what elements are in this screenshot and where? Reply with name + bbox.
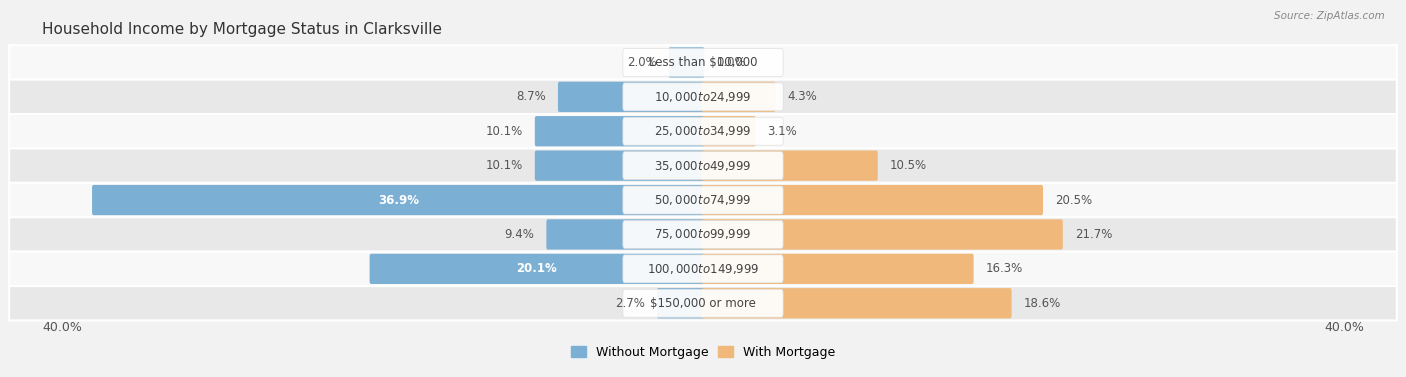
Text: 3.1%: 3.1% <box>768 125 797 138</box>
FancyBboxPatch shape <box>623 255 783 283</box>
FancyBboxPatch shape <box>10 149 1396 183</box>
Text: 10.1%: 10.1% <box>485 159 523 172</box>
Text: 16.3%: 16.3% <box>986 262 1022 275</box>
FancyBboxPatch shape <box>10 80 1396 114</box>
FancyBboxPatch shape <box>558 82 704 112</box>
FancyBboxPatch shape <box>702 82 775 112</box>
FancyBboxPatch shape <box>623 186 783 214</box>
FancyBboxPatch shape <box>10 45 1396 80</box>
Text: 2.0%: 2.0% <box>627 56 657 69</box>
Text: 8.7%: 8.7% <box>516 90 546 103</box>
FancyBboxPatch shape <box>10 183 1396 217</box>
FancyBboxPatch shape <box>623 152 783 179</box>
Text: 10.1%: 10.1% <box>485 125 523 138</box>
FancyBboxPatch shape <box>702 254 973 284</box>
Text: $35,000 to $49,999: $35,000 to $49,999 <box>654 159 752 173</box>
Text: 9.4%: 9.4% <box>505 228 534 241</box>
Text: 21.7%: 21.7% <box>1074 228 1112 241</box>
Text: 10.5%: 10.5% <box>890 159 927 172</box>
FancyBboxPatch shape <box>702 219 1063 250</box>
FancyBboxPatch shape <box>657 288 704 319</box>
Text: 2.7%: 2.7% <box>616 297 645 310</box>
FancyBboxPatch shape <box>623 221 783 248</box>
Text: 20.1%: 20.1% <box>516 262 557 275</box>
Text: $75,000 to $99,999: $75,000 to $99,999 <box>654 227 752 241</box>
FancyBboxPatch shape <box>10 114 1396 149</box>
Text: 4.3%: 4.3% <box>787 90 817 103</box>
Text: 18.6%: 18.6% <box>1024 297 1060 310</box>
Text: $50,000 to $74,999: $50,000 to $74,999 <box>654 193 752 207</box>
FancyBboxPatch shape <box>623 117 783 145</box>
Text: $25,000 to $34,999: $25,000 to $34,999 <box>654 124 752 138</box>
FancyBboxPatch shape <box>534 150 704 181</box>
FancyBboxPatch shape <box>91 185 704 215</box>
FancyBboxPatch shape <box>623 49 783 77</box>
Text: $10,000 to $24,999: $10,000 to $24,999 <box>654 90 752 104</box>
Text: 40.0%: 40.0% <box>1324 321 1364 334</box>
FancyBboxPatch shape <box>623 83 783 111</box>
FancyBboxPatch shape <box>623 289 783 317</box>
FancyBboxPatch shape <box>702 288 1011 319</box>
Legend: Without Mortgage, With Mortgage: Without Mortgage, With Mortgage <box>565 341 841 364</box>
Text: $150,000 or more: $150,000 or more <box>650 297 756 310</box>
Text: 36.9%: 36.9% <box>378 193 419 207</box>
FancyBboxPatch shape <box>669 47 704 78</box>
Text: Less than $10,000: Less than $10,000 <box>648 56 758 69</box>
FancyBboxPatch shape <box>534 116 704 146</box>
Text: 40.0%: 40.0% <box>42 321 82 334</box>
FancyBboxPatch shape <box>370 254 704 284</box>
FancyBboxPatch shape <box>702 116 755 146</box>
FancyBboxPatch shape <box>547 219 704 250</box>
FancyBboxPatch shape <box>10 286 1396 320</box>
Text: $100,000 to $149,999: $100,000 to $149,999 <box>647 262 759 276</box>
FancyBboxPatch shape <box>10 217 1396 252</box>
Text: Source: ZipAtlas.com: Source: ZipAtlas.com <box>1274 11 1385 21</box>
Text: 0.0%: 0.0% <box>716 56 745 69</box>
Text: Household Income by Mortgage Status in Clarksville: Household Income by Mortgage Status in C… <box>42 22 441 37</box>
FancyBboxPatch shape <box>702 185 1043 215</box>
FancyBboxPatch shape <box>702 150 877 181</box>
FancyBboxPatch shape <box>10 252 1396 286</box>
Text: 20.5%: 20.5% <box>1054 193 1092 207</box>
